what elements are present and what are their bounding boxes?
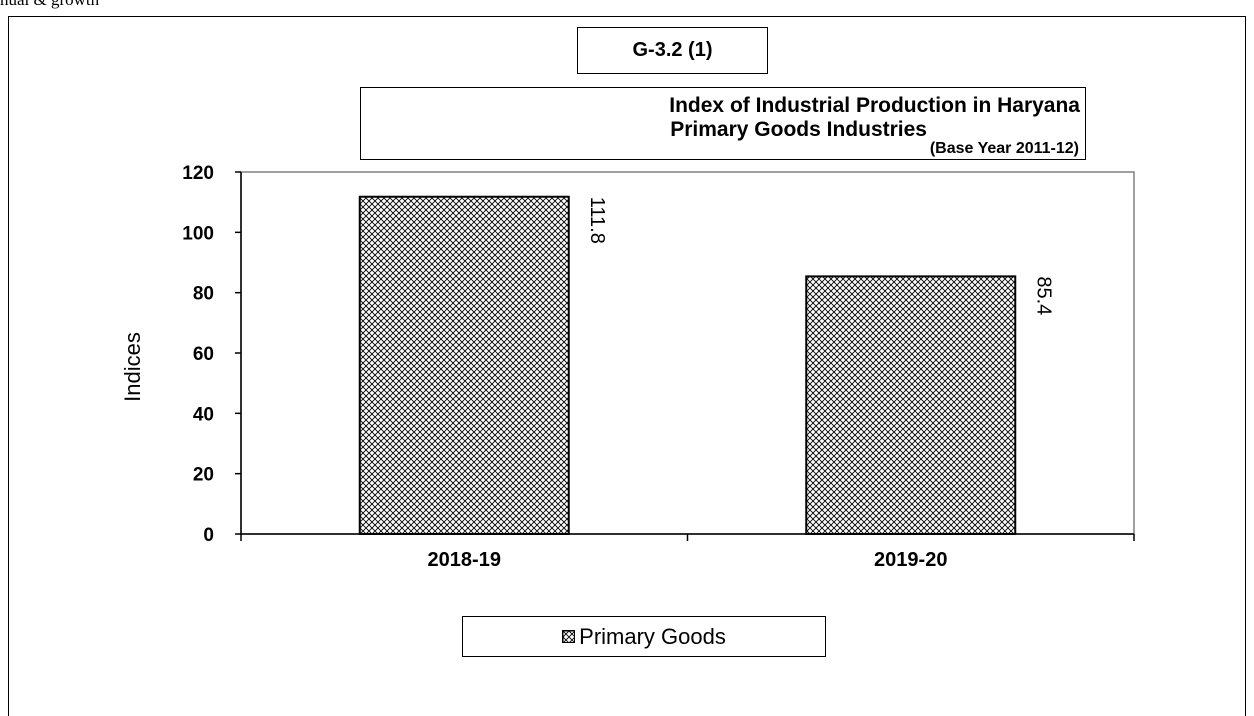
x-axis: 2018-19 2019-20 [240, 533, 1135, 571]
legend-swatch-primary-goods [562, 630, 576, 643]
y-tick-label: 60 [193, 344, 214, 365]
chart-title-box: Index of Industrial Production in Haryan… [360, 87, 1086, 160]
bars [358, 195, 1017, 535]
y-tick-label: 40 [193, 404, 214, 425]
chart-title-line-3: (Base Year 2011-12) [929, 140, 1079, 157]
data-labels: 111.8 85.4 [586, 197, 1055, 316]
y-tick-label: 0 [203, 525, 214, 546]
bar-2019-20 [805, 275, 1017, 535]
bar-2018-19 [358, 195, 570, 535]
y-tick-label: 80 [193, 284, 214, 305]
legend: Primary Goods [462, 616, 826, 657]
y-tick-label: 120 [182, 163, 214, 184]
y-tick-label: 100 [182, 223, 214, 244]
figure-label: G-3.2 (1) [577, 27, 768, 74]
y-tick-label: 20 [193, 465, 214, 486]
x-tick-label: 2019-20 [874, 549, 947, 571]
data-label: 111.8 [586, 197, 608, 244]
y-axis: 0 20 40 60 80 100 120 [182, 163, 242, 546]
y-axis-label: Indices [120, 332, 145, 402]
x-tick-label: 2018-19 [428, 549, 501, 571]
chart-title-line-1: Index of Industrial Production in Haryan… [669, 94, 1080, 117]
data-label: 85.4 [1032, 276, 1054, 315]
header-text-fragment: nual & growth [0, 0, 99, 10]
chart-title-line-2: Primary Goods Industries [670, 118, 927, 141]
legend-label-primary-goods: Primary Goods [579, 623, 726, 649]
figure-frame [8, 16, 1246, 716]
